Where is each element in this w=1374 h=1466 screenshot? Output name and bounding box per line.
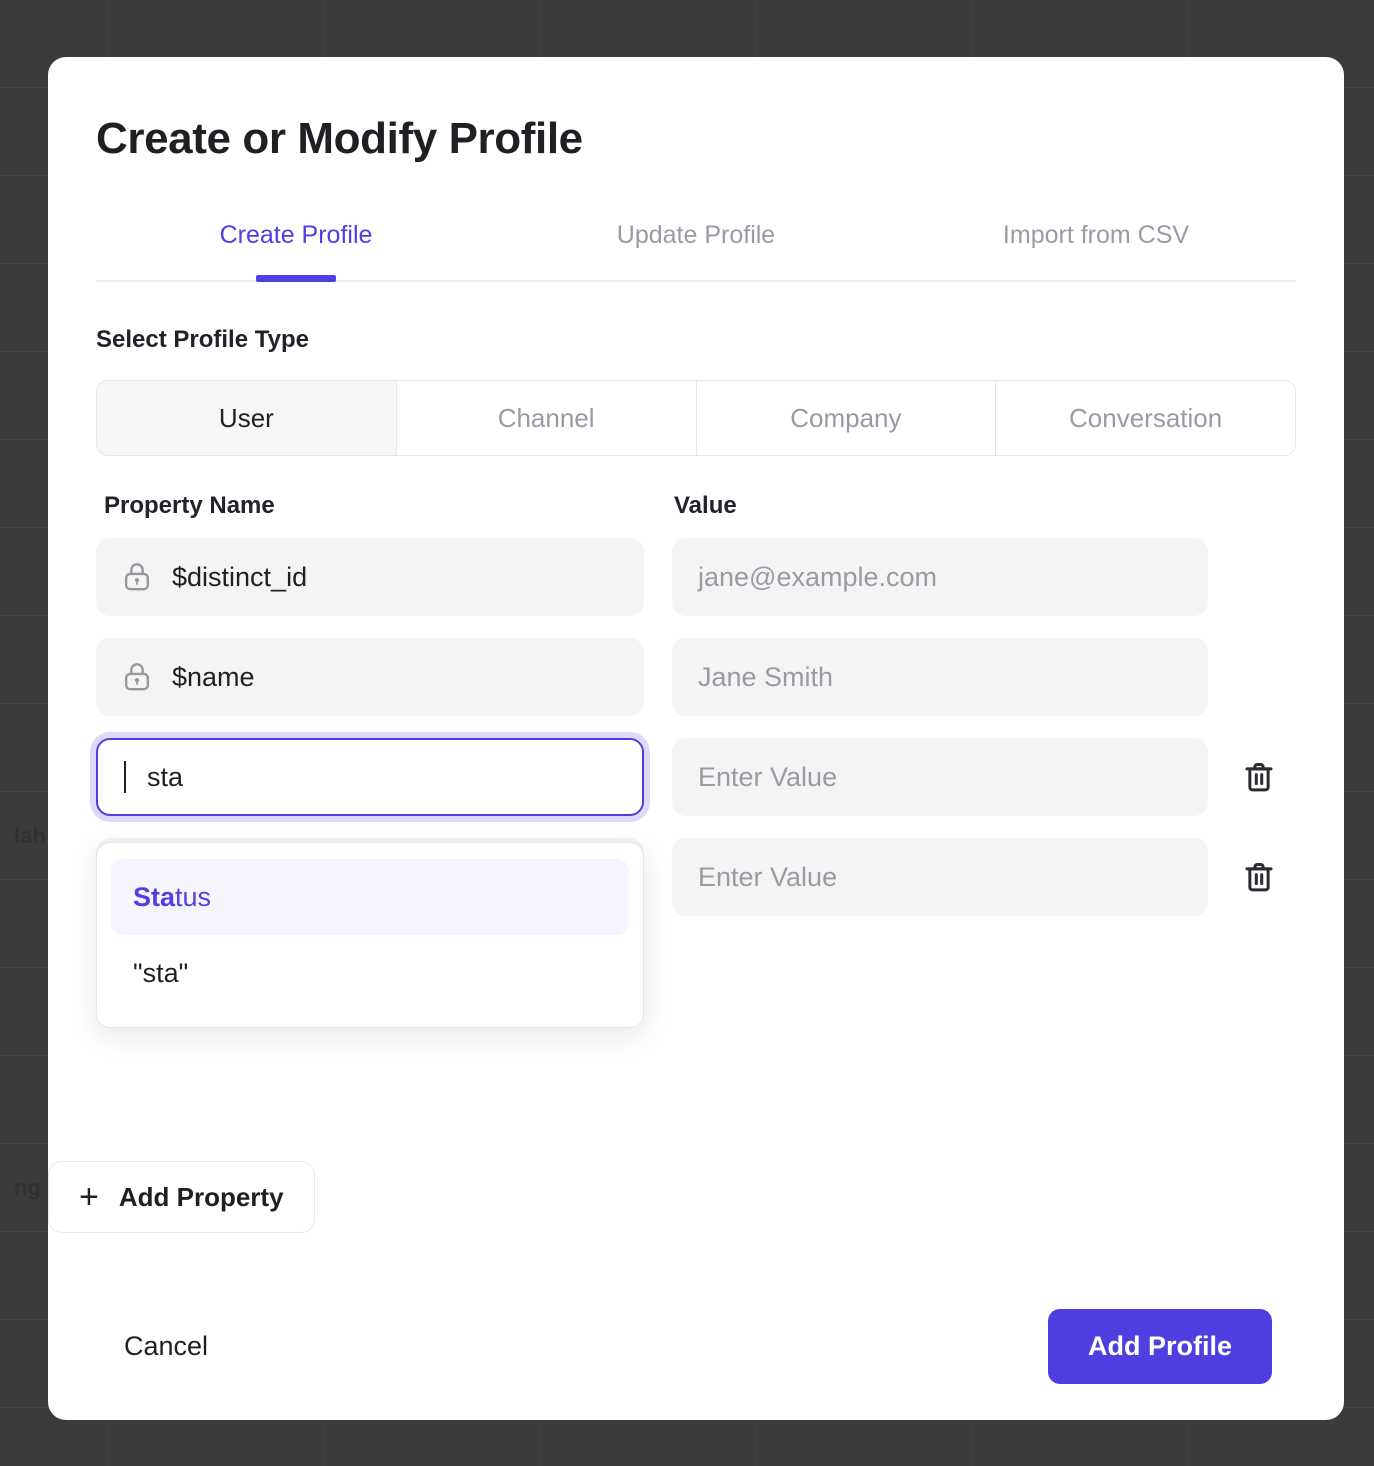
property-row: $name Jane Smith	[96, 638, 1296, 717]
profile-type-option-user[interactable]: User	[97, 381, 397, 456]
profile-type-option-company[interactable]: Company	[696, 381, 997, 456]
autocomplete-rest-text: tus	[175, 881, 212, 912]
property-name-text: $name	[172, 661, 255, 692]
column-header-value: Value	[674, 492, 737, 520]
background-table-cell	[972, 1408, 1188, 1466]
property-table-headers: Property Name Value	[96, 492, 1296, 520]
add-property-label: Add Property	[118, 1181, 284, 1212]
property-name-autocomplete: Sta tus "sta"	[96, 842, 644, 1029]
tab-update-profile[interactable]: Update Profile	[496, 221, 896, 280]
cancel-button[interactable]: Cancel	[120, 1321, 212, 1372]
dialog-tabs: Create Profile Update Profile Import fro…	[96, 221, 1296, 283]
text-caret	[124, 761, 126, 794]
select-profile-type-label: Select Profile Type	[96, 326, 309, 354]
delete-property-button[interactable]	[1236, 854, 1282, 900]
dialog-title: Create or Modify Profile	[96, 114, 583, 163]
property-name-field-name: $name	[96, 638, 644, 717]
property-value-field-3[interactable]: Enter Value	[672, 738, 1208, 817]
lock-icon	[122, 561, 152, 593]
column-header-property-name: Property Name	[104, 492, 275, 520]
tab-import-from-csv[interactable]: Import from CSV	[896, 221, 1296, 280]
autocomplete-literal-text: "sta"	[133, 957, 189, 988]
property-value-field-name[interactable]: Jane Smith	[672, 638, 1208, 717]
property-row: $distinct_id jane@example.com	[96, 538, 1296, 617]
background-table-cell	[756, 1408, 972, 1466]
background-table-cell	[0, 1408, 108, 1466]
add-property-button[interactable]: + Add Property	[48, 1161, 315, 1233]
property-row: sta Enter Value Sta tus	[96, 738, 1296, 1029]
property-name-text: sta	[147, 761, 184, 792]
property-value-field-distinct-id[interactable]: jane@example.com	[672, 538, 1208, 617]
property-value-field-4[interactable]: Enter Value	[672, 838, 1208, 917]
background-table-cell	[540, 1408, 756, 1466]
autocomplete-option-status[interactable]: Sta tus	[111, 859, 629, 936]
profile-type-segmented-control: User Channel Company Conversation	[96, 380, 1296, 457]
profile-type-option-channel[interactable]: Channel	[396, 381, 697, 456]
property-name-text: $distinct_id	[172, 561, 308, 592]
background-table-cell	[324, 1408, 540, 1466]
autocomplete-option-literal[interactable]: "sta"	[111, 935, 629, 1011]
delete-property-button[interactable]	[1236, 754, 1282, 800]
autocomplete-match-text: Sta	[133, 881, 176, 912]
background-table-cell	[108, 1408, 324, 1466]
plus-icon: +	[79, 1178, 99, 1216]
dialog-footer: Cancel Add Profile	[96, 1309, 1296, 1384]
create-or-modify-profile-dialog: Create or Modify Profile Create Profile …	[48, 57, 1344, 1420]
tab-create-profile[interactable]: Create Profile	[96, 221, 496, 280]
property-rows: $distinct_id jane@example.com $nam	[96, 538, 1296, 1029]
property-name-input-active[interactable]: sta	[96, 738, 644, 817]
property-name-field-distinct-id: $distinct_id	[96, 538, 644, 617]
profile-type-option-conversation[interactable]: Conversation	[996, 381, 1295, 456]
add-profile-button[interactable]: Add Profile	[1047, 1309, 1272, 1384]
lock-icon	[122, 661, 152, 693]
